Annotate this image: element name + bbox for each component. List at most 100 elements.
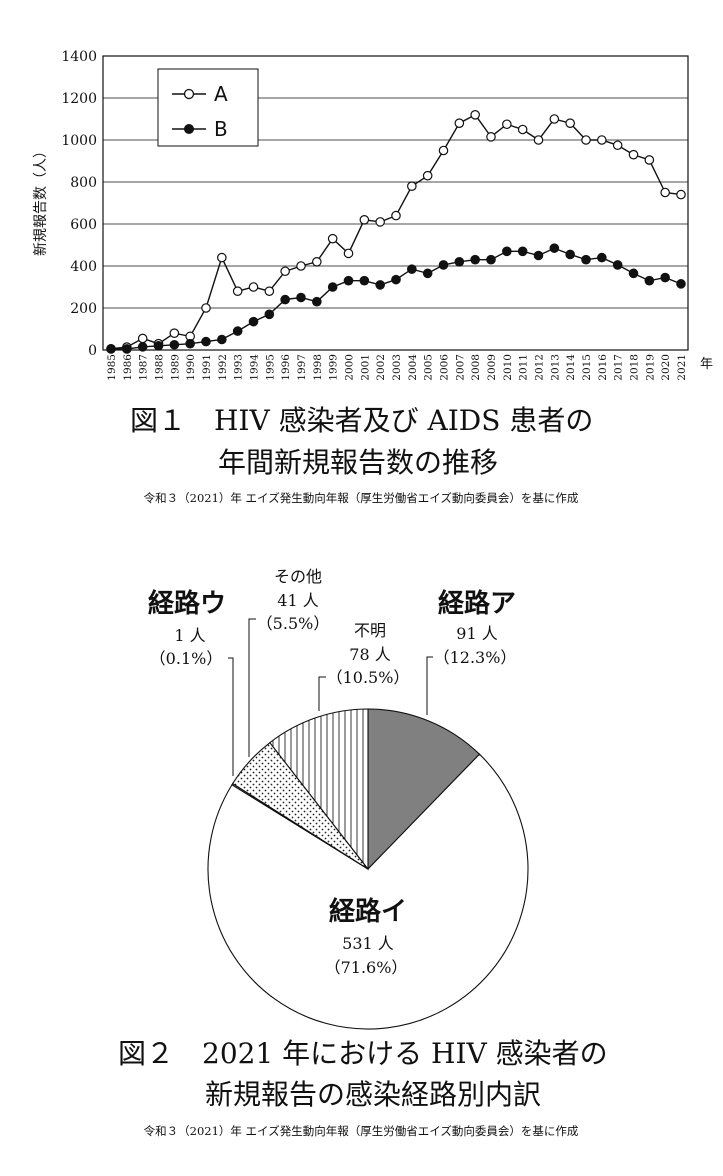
figure1-title-line1: 図１ HIV 感染者及び AIDS 患者の <box>130 404 593 437</box>
data-point-a <box>660 187 670 198</box>
data-point-b <box>597 252 607 263</box>
data-point-a <box>232 286 243 296</box>
x-tick-label: 2017 <box>613 354 625 381</box>
data-point-b <box>407 264 417 274</box>
data-point-a <box>343 248 354 259</box>
data-point-b <box>296 292 306 303</box>
x-tick-label: 1991 <box>201 354 213 381</box>
x-tick-labels: 1985 1986 1987 1988 1989 1990 1991 1992 1993 1994… <box>106 354 688 381</box>
figure2-source: 令和３（2021）年 エイズ発生動向年報（厚生労働省エイズ動向委員会）を基に作成 <box>144 1124 579 1138</box>
data-point-b <box>185 338 195 349</box>
series-line-a <box>110 113 682 350</box>
data-point-a <box>375 217 385 227</box>
data-point-a <box>217 252 227 263</box>
label-route-u-pct: （0.1%） <box>150 649 223 668</box>
x-tick-label: 1989 <box>169 354 181 381</box>
y-tick-label: 0 <box>88 343 97 359</box>
data-point-b <box>280 294 290 305</box>
leader-line-unknown <box>318 676 326 711</box>
legend-label-a: A <box>214 82 228 106</box>
data-point-a <box>486 132 496 142</box>
data-point-a <box>644 155 655 165</box>
label-route-i-count: 531 人 <box>342 934 394 953</box>
data-point-b <box>137 342 148 352</box>
y-tick-label: 600 <box>70 217 97 233</box>
data-point-a <box>470 110 480 120</box>
data-point-b <box>106 344 116 354</box>
data-point-a <box>280 266 290 277</box>
data-point-b <box>264 309 275 320</box>
pie-slices <box>207 708 529 1030</box>
x-tick-label: 2009 <box>486 354 498 381</box>
data-point-a <box>201 303 211 313</box>
data-point-a <box>628 149 639 160</box>
data-point-b <box>660 272 670 283</box>
data-point-b <box>232 326 243 336</box>
data-point-b <box>470 254 480 265</box>
x-tick-label: 2005 <box>423 354 435 381</box>
pie-slice-4 <box>269 708 369 871</box>
figure1-title-line2: 年間新規報告数の推移 <box>218 446 498 479</box>
data-point-a <box>597 135 607 145</box>
data-point-a <box>565 118 575 128</box>
data-point-a <box>296 261 306 271</box>
data-point-b <box>375 280 385 290</box>
data-point-a <box>676 189 686 200</box>
data-point-b <box>217 334 227 345</box>
x-tick-label: 1988 <box>154 354 166 381</box>
y-tick-label: 800 <box>70 175 97 191</box>
data-point-b <box>486 254 496 265</box>
data-point-a <box>533 135 544 145</box>
x-tick-label: 2013 <box>549 354 561 381</box>
label-route-a-count: 91 人 <box>456 624 497 643</box>
x-tick-label: 1994 <box>249 354 261 381</box>
label-other-count: 41 人 <box>277 591 318 610</box>
pie-slice-0 <box>367 708 481 871</box>
data-point-a <box>549 114 560 124</box>
data-point-b <box>676 279 686 289</box>
series-lines <box>110 113 682 350</box>
x-tick-label: 2020 <box>660 354 672 381</box>
pie-chart-figure: 経路ア 91 人 （12.3%） 不明 78 人 （10.5%） その他 41 … <box>118 567 608 1138</box>
legend-label-b: B <box>214 117 228 141</box>
data-point-a <box>327 233 338 244</box>
label-route-i: 経路イ 531 人 （71.6%） <box>325 896 408 977</box>
data-point-a <box>359 215 370 225</box>
x-tick-label: 2000 <box>344 354 356 381</box>
x-tick-label: 1993 <box>233 354 245 381</box>
x-tick-label: 2008 <box>470 354 482 381</box>
label-unknown-name: 不明 <box>354 621 386 640</box>
label-route-i-name: 経路イ <box>329 896 407 927</box>
data-point-a <box>517 124 528 135</box>
leader-lines <box>228 618 433 776</box>
data-point-b <box>359 275 370 286</box>
data-point-a <box>612 140 623 151</box>
data-point-b <box>549 243 560 253</box>
x-tick-label: 2003 <box>391 354 403 381</box>
x-tick-label: 1986 <box>122 354 134 381</box>
data-point-b <box>201 336 211 347</box>
y-tick-label: 200 <box>70 301 97 317</box>
data-point-a <box>581 135 591 145</box>
data-point-a <box>391 210 401 221</box>
x-tick-label: 1998 <box>312 354 324 381</box>
x-tick-label: 2002 <box>375 354 387 381</box>
data-point-b <box>517 246 528 257</box>
y-tick-labels: 0 200 400 600 800 1000 1200 1400 <box>61 49 97 359</box>
y-axis-label: 新規報告数（人） <box>33 144 49 256</box>
y-tick-label: 1400 <box>61 49 97 65</box>
label-route-a-pct: （12.3%） <box>434 648 517 667</box>
label-route-i-pct: （71.6%） <box>325 958 408 977</box>
x-unit-label: 年 <box>700 357 713 372</box>
label-unknown: 不明 78 人 （10.5%） <box>327 621 410 687</box>
x-tick-label: 2010 <box>502 354 514 381</box>
label-unknown-count: 78 人 <box>349 645 390 664</box>
figure2-title-line1: 図２ 2021 年における HIV 感染者の <box>118 1037 608 1070</box>
data-point-a <box>312 256 322 267</box>
x-tick-label: 2014 <box>565 354 577 381</box>
label-route-u: 経路ウ 1 人 （0.1%） <box>148 588 226 668</box>
x-tick-label: 2018 <box>629 354 641 381</box>
series-points <box>106 110 686 354</box>
x-tick-label: 2007 <box>454 354 466 381</box>
data-point-b <box>122 344 132 354</box>
